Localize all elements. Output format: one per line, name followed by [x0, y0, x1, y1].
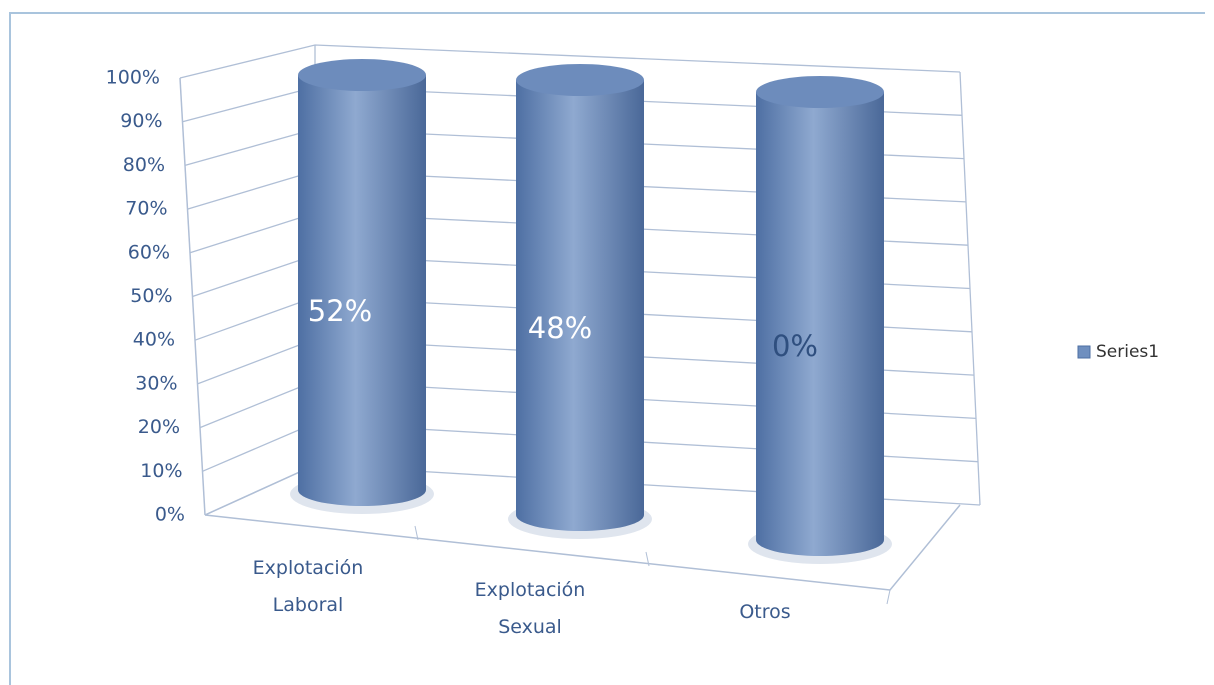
frame — [9, 12, 1205, 685]
y-tick-label: 70% — [125, 198, 167, 220]
legend-swatch — [1077, 345, 1091, 359]
bar-top — [298, 59, 426, 91]
cat-divider — [645, 551, 650, 567]
bar-body — [756, 92, 884, 556]
bar-top — [516, 64, 644, 96]
bar — [290, 59, 434, 514]
bar — [748, 76, 892, 564]
bar — [508, 64, 652, 539]
x-tick-label: Explotación Sexual — [474, 579, 586, 638]
bar-body — [298, 75, 426, 506]
y-tick-label: 90% — [120, 110, 162, 132]
x-tick-label: Explotación Laboral — [252, 557, 364, 616]
x-tick-label: Otros — [739, 601, 791, 623]
axis-line — [179, 77, 206, 516]
y-tick-label: 40% — [133, 329, 175, 351]
x-tick-label-box: Explotación Sexual — [474, 579, 586, 638]
cat-divider — [414, 525, 419, 541]
x-tick-label-box: Otros — [739, 601, 791, 623]
bar-body — [516, 80, 644, 531]
data-label: 52% — [308, 294, 372, 328]
x-tick-label-box: Explotación Laboral — [252, 557, 364, 616]
y-tick-label: 80% — [123, 154, 165, 176]
wall-edge — [959, 71, 981, 506]
y-tick-label: 50% — [130, 285, 172, 307]
y-tick-label: 20% — [138, 416, 180, 438]
data-label: 48% — [528, 311, 592, 345]
data-label: 0% — [772, 329, 818, 363]
bar-top — [756, 76, 884, 108]
legend-label: Series1 — [1096, 342, 1159, 362]
cat-divider — [886, 589, 891, 605]
y-tick-label: 0% — [155, 504, 185, 526]
y-tick-label: 60% — [128, 241, 170, 263]
y-tick-label: 30% — [135, 372, 177, 394]
y-tick-label: 100% — [106, 67, 160, 89]
y-tick-label: 10% — [140, 460, 182, 482]
